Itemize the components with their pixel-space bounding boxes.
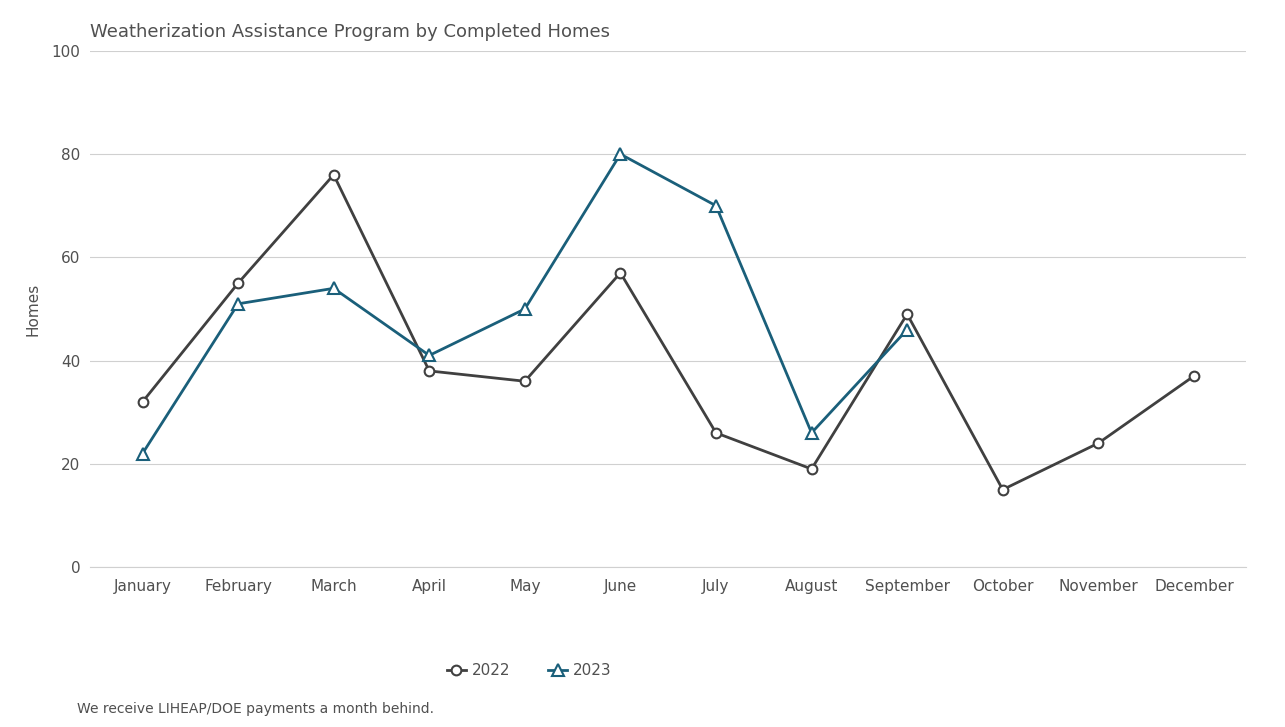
Text: Weatherization Assistance Program by Completed Homes: Weatherization Assistance Program by Com… (90, 23, 610, 41)
Legend: 2022, 2023: 2022, 2023 (441, 657, 618, 685)
Y-axis label: Homes: Homes (26, 282, 40, 336)
Text: We receive LIHEAP/DOE payments a month behind.: We receive LIHEAP/DOE payments a month b… (77, 702, 434, 716)
